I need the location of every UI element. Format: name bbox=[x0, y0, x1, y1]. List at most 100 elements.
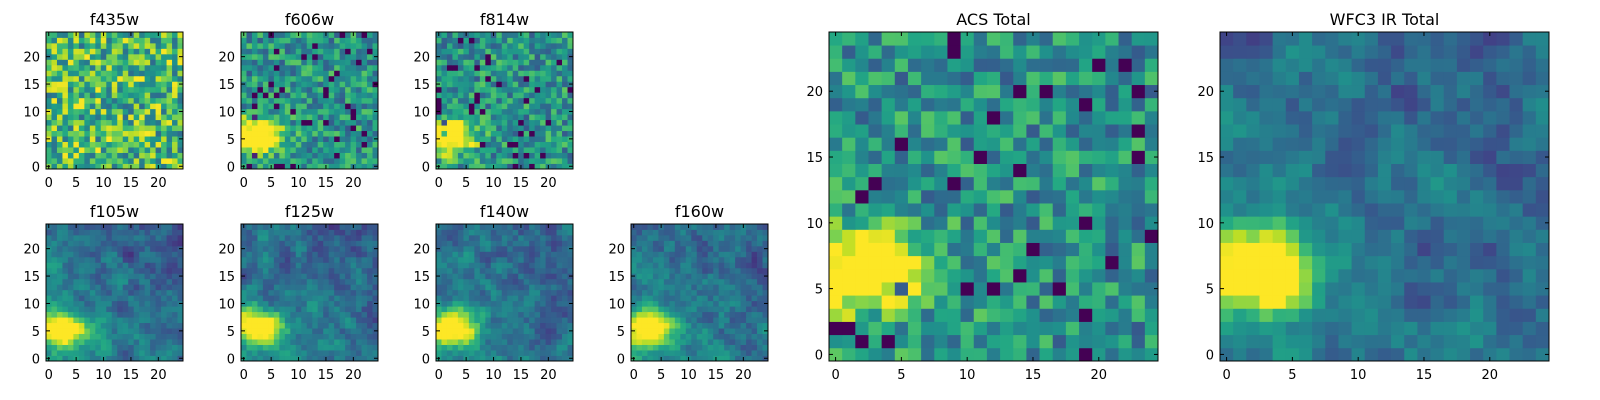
heatmap-cell bbox=[46, 97, 52, 104]
heatmap-cell bbox=[350, 339, 357, 345]
heatmap-cell bbox=[161, 224, 167, 230]
heatmap-cell bbox=[89, 355, 96, 362]
heatmap-cell bbox=[51, 344, 58, 351]
heatmap-cell bbox=[290, 234, 297, 241]
heatmap-cell bbox=[128, 70, 135, 77]
heatmap-cell bbox=[674, 311, 681, 318]
heatmap-cell bbox=[273, 114, 280, 121]
heatmap-cell bbox=[251, 262, 258, 269]
heatmap-cell bbox=[894, 347, 909, 362]
heatmap-cell bbox=[177, 125, 184, 132]
heatmap-cell bbox=[100, 70, 107, 77]
heatmap-cell bbox=[306, 289, 313, 296]
heatmap-cell bbox=[323, 64, 330, 71]
heatmap-cells bbox=[436, 224, 574, 362]
heatmap-cell bbox=[262, 86, 269, 93]
heatmap-cell bbox=[751, 328, 758, 334]
heatmap-cell bbox=[356, 141, 362, 148]
heatmap-cell bbox=[740, 350, 747, 356]
heatmap-cell bbox=[474, 322, 481, 329]
heatmap-cell bbox=[334, 273, 341, 280]
heatmap-cell bbox=[51, 328, 58, 334]
heatmap-cell bbox=[262, 75, 269, 82]
heatmap-cell bbox=[78, 306, 85, 313]
heatmap-cell bbox=[463, 130, 470, 137]
heatmap-cell bbox=[490, 130, 497, 137]
heatmap-cell bbox=[361, 344, 368, 351]
heatmap-cell bbox=[631, 267, 637, 274]
heatmap-cell bbox=[545, 152, 552, 159]
heatmap-cell bbox=[702, 278, 709, 285]
heatmap-cell bbox=[562, 322, 568, 329]
heatmap-cell bbox=[111, 152, 118, 159]
heatmap-cell bbox=[1000, 176, 1014, 191]
heatmap-cell bbox=[474, 97, 481, 104]
heatmap-cell bbox=[757, 295, 763, 302]
heatmap-cell bbox=[751, 306, 758, 313]
heatmap-cell bbox=[868, 255, 883, 270]
heatmap-cell bbox=[713, 234, 720, 241]
heatmap-cell bbox=[144, 136, 151, 142]
heatmap-cell bbox=[106, 152, 113, 159]
heatmap-cell bbox=[262, 311, 269, 318]
heatmap-cell bbox=[474, 355, 481, 362]
heatmap-cell bbox=[468, 300, 475, 307]
heatmap-cell bbox=[986, 295, 1001, 309]
heatmap-cell bbox=[100, 328, 107, 334]
heatmap-cell bbox=[328, 37, 335, 44]
heatmap-cell bbox=[73, 152, 80, 159]
heatmap-cell bbox=[284, 75, 291, 82]
heatmap-cell bbox=[551, 114, 557, 121]
heatmap-cell bbox=[295, 267, 302, 274]
x-tick-label: 20 bbox=[540, 368, 557, 383]
heatmap-cell bbox=[446, 350, 453, 356]
heatmap-cell bbox=[133, 163, 140, 170]
heatmap-cell bbox=[301, 119, 308, 126]
heatmap-cell bbox=[161, 328, 167, 334]
heatmap-cell bbox=[111, 141, 118, 148]
heatmap-cell bbox=[463, 86, 470, 93]
heatmap-cell bbox=[518, 295, 525, 302]
heatmap-cell bbox=[46, 350, 52, 356]
heatmap-cell bbox=[172, 350, 178, 356]
heatmap-cell bbox=[751, 344, 758, 351]
heatmap-cell bbox=[545, 136, 552, 142]
heatmap-cell bbox=[372, 48, 379, 55]
heatmap-cell bbox=[757, 300, 763, 307]
heatmap-cell bbox=[301, 163, 308, 170]
heatmap-cell bbox=[328, 136, 335, 142]
heatmap-cell bbox=[268, 311, 275, 318]
heatmap-cell bbox=[562, 70, 568, 77]
heatmap-cell bbox=[62, 300, 69, 307]
heatmap-cell bbox=[446, 306, 453, 313]
heatmap-cell bbox=[452, 317, 459, 324]
heatmap-cell bbox=[139, 136, 146, 142]
y-tick-label: 15 bbox=[218, 270, 235, 285]
heatmap-cell bbox=[89, 32, 96, 38]
heatmap-cell bbox=[106, 64, 113, 71]
heatmap-cell bbox=[144, 147, 151, 153]
heatmap-cell bbox=[631, 284, 637, 291]
heatmap-cell bbox=[290, 86, 297, 93]
heatmap-cell bbox=[350, 48, 357, 55]
heatmap-cell bbox=[652, 273, 659, 280]
heatmap-cell bbox=[122, 306, 129, 313]
heatmap-cell bbox=[501, 234, 508, 241]
heatmap-cell bbox=[139, 53, 146, 60]
heatmap-cell bbox=[290, 245, 297, 252]
heatmap-cell bbox=[241, 70, 247, 77]
heatmap-cell bbox=[463, 344, 470, 351]
heatmap-cell bbox=[1092, 216, 1106, 230]
heatmap-cell bbox=[441, 86, 448, 93]
heatmap-cell bbox=[339, 234, 346, 241]
heatmap-cell bbox=[490, 92, 497, 99]
heatmap-cell bbox=[562, 81, 568, 88]
heatmap-cell bbox=[122, 114, 129, 121]
heatmap-cell bbox=[312, 37, 319, 44]
heatmap-cell bbox=[986, 216, 1001, 230]
heatmap-cell bbox=[713, 339, 720, 345]
heatmap-cell bbox=[128, 251, 135, 258]
heatmap-cell bbox=[512, 240, 519, 247]
heatmap-cell bbox=[496, 273, 503, 280]
heatmap-cell bbox=[78, 158, 85, 164]
